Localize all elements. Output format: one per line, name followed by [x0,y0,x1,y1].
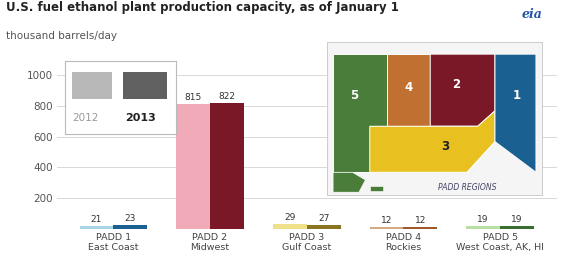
Text: 822: 822 [219,92,236,101]
Text: 4: 4 [404,81,413,94]
Text: 23: 23 [124,214,136,223]
Text: 12: 12 [381,216,392,225]
Text: 21: 21 [91,215,102,224]
Bar [370,227,403,229]
Bar [72,71,112,99]
Bar [466,226,500,229]
Text: PADD REGIONS: PADD REGIONS [438,183,496,192]
Text: eia: eia [521,8,542,21]
Text: 19: 19 [478,215,489,224]
Bar [307,225,341,229]
Polygon shape [333,54,387,172]
Text: 815: 815 [185,93,202,102]
Bar [176,104,210,229]
Text: 2: 2 [452,78,460,91]
Text: 27: 27 [318,214,329,223]
Bar [114,225,147,229]
Text: 12: 12 [415,216,426,225]
Text: U.S. fuel ethanol plant production capacity, as of January 1: U.S. fuel ethanol plant production capac… [6,1,399,15]
Bar [370,186,383,191]
Bar [273,224,307,229]
Bar [210,103,244,229]
Text: 3: 3 [441,140,449,153]
Polygon shape [495,54,536,172]
Text: 2012: 2012 [72,113,98,123]
Polygon shape [430,54,495,126]
Polygon shape [370,111,495,172]
Bar [403,227,437,229]
Polygon shape [333,172,365,192]
Text: 1: 1 [512,89,521,102]
Bar [123,71,167,99]
Bar [500,226,534,229]
Text: 29: 29 [284,213,295,222]
Bar [80,225,114,229]
Polygon shape [387,54,430,126]
Text: 2013: 2013 [126,113,156,123]
Text: thousand barrels/day: thousand barrels/day [6,31,116,41]
Text: 5: 5 [350,89,359,102]
Text: 19: 19 [511,215,523,224]
